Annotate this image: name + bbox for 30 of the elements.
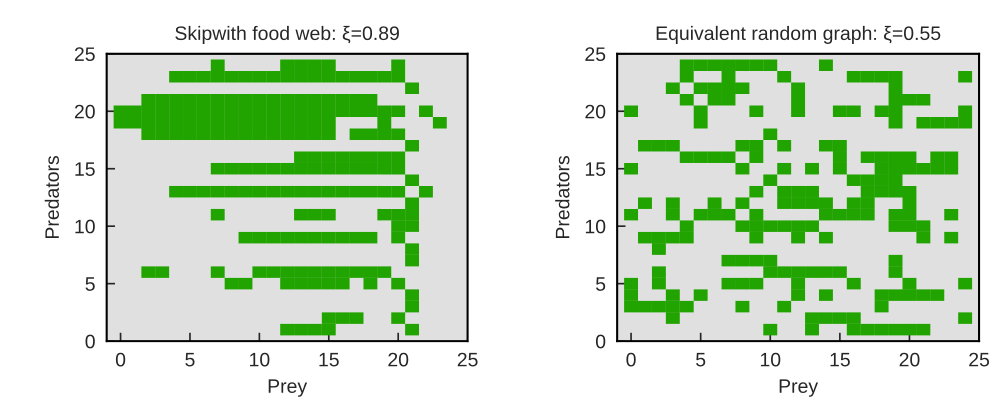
x-tick-label: 15 [319, 352, 339, 366]
y-tick-label: 10 [75, 220, 95, 234]
x-tick-label: 0 [116, 352, 126, 366]
y-tick-label: 15 [75, 162, 95, 176]
y-tick-label: 5 [86, 277, 95, 291]
y-tick-label: 15 [586, 162, 606, 176]
y-tick-label: 0 [596, 334, 606, 348]
x-axis-title: Prey [780, 379, 818, 397]
x-tick-label: 5 [185, 352, 195, 366]
x-tick-label: 20 [388, 352, 408, 366]
chart-title: Equivalent random graph: ξ=0.55 [656, 26, 940, 44]
y-tick-label: 25 [74, 47, 95, 62]
x-tick-label: 25 [458, 352, 478, 366]
y-tick-label: 0 [86, 334, 95, 348]
x-tick-label: 5 [696, 352, 706, 366]
y-tick-label: 20 [585, 104, 606, 118]
x-tick-label: 10 [760, 352, 780, 366]
x-tick-label: 10 [250, 352, 270, 366]
y-tick-label: 10 [586, 220, 606, 234]
y-tick-label: 5 [596, 277, 606, 291]
chart-title: Skipwith food web: ξ=0.89 [175, 26, 399, 44]
x-tick-label: 20 [900, 352, 920, 366]
x-axis-title: Prey [268, 379, 308, 397]
x-tick-label: 0 [626, 352, 636, 366]
x-tick-label: 25 [969, 352, 990, 366]
x-tick-label: 15 [830, 352, 850, 366]
y-axis-title: Predators [44, 156, 59, 238]
y-tick-label: 20 [74, 104, 95, 118]
y-axis-title: Predators [555, 156, 570, 238]
y-tick-label: 25 [585, 47, 606, 62]
